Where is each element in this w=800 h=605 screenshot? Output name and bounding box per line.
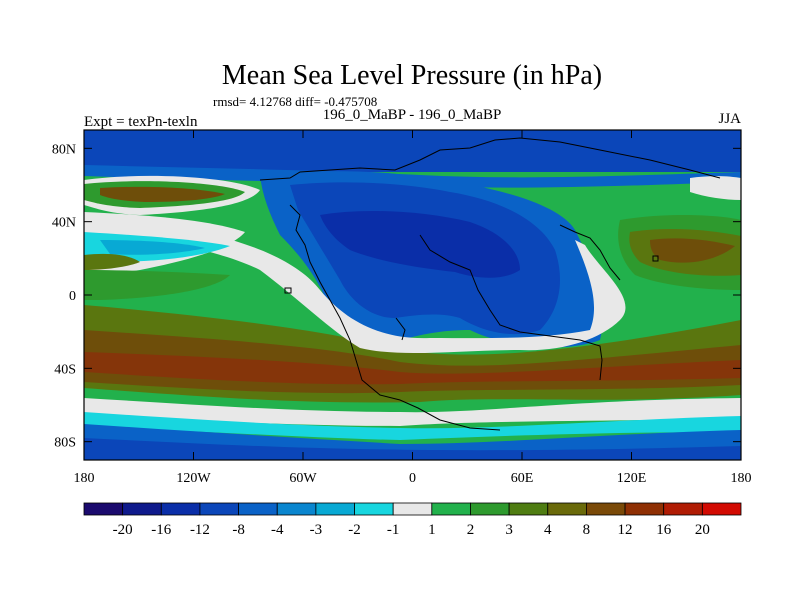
stats-label: rmsd= 4.12768 diff= -0.475708 xyxy=(213,94,377,109)
y-tick-label: 40S xyxy=(54,362,76,377)
x-tick-label: 180 xyxy=(731,471,752,486)
y-tick-label: 80N xyxy=(52,142,76,157)
colorbar-swatch xyxy=(586,502,626,516)
y-tick-label: 0 xyxy=(69,289,76,304)
colorbar-swatch xyxy=(547,502,587,516)
x-tick-label: 180 xyxy=(74,471,95,486)
colorbar-label: -16 xyxy=(151,522,171,538)
colorbar-swatch xyxy=(315,502,355,516)
colorbar-label: -2 xyxy=(348,522,361,538)
colorbar-label: -8 xyxy=(232,522,245,538)
colorbar-swatch xyxy=(470,502,510,516)
colorbar-swatch xyxy=(122,502,162,516)
y-tick-label: 40N xyxy=(52,216,76,231)
field-band-s3 xyxy=(84,352,741,385)
colorbar-label: 1 xyxy=(428,522,436,538)
colorbar-label: 20 xyxy=(695,522,710,538)
chart-title: Mean Sea Level Pressure (in hPa) xyxy=(222,60,602,91)
field-natl-brown xyxy=(100,186,225,202)
case-label: 196_0_MaBP - 196_0_MaBP xyxy=(323,107,502,123)
colorbar-label: 8 xyxy=(583,522,591,538)
colorbar-label: -4 xyxy=(271,522,284,538)
colorbar-label: 3 xyxy=(505,522,513,538)
colorbar-swatch xyxy=(624,502,665,516)
colorbar-label: 4 xyxy=(544,522,552,538)
x-tick-label: 60E xyxy=(511,471,534,486)
colorbar-swatch xyxy=(431,502,471,516)
field-subtropical-white xyxy=(84,220,626,354)
colorbar-label: 12 xyxy=(618,522,633,538)
field-deep-s xyxy=(84,438,741,460)
field-front-s xyxy=(84,398,741,426)
coastline-africa xyxy=(419,234,603,381)
colorbar-label: -3 xyxy=(310,522,323,538)
colorbar-swatch xyxy=(663,502,703,516)
colorbar-swatch xyxy=(160,502,201,516)
field-wtrop-olive xyxy=(84,253,140,270)
y-axis: 80N 40N 0 40S 80S xyxy=(52,142,741,451)
colorbar-swatch xyxy=(238,502,278,516)
colorbar-label: -1 xyxy=(387,522,400,538)
x-tick-label: 120W xyxy=(176,471,211,486)
colorbar-label: 16 xyxy=(656,522,672,538)
colorbar: -20 -16 -12 -8 -4 -3 -2 -1 1 2 3 4 8 12 16 20 xyxy=(83,502,742,538)
pressure-field xyxy=(84,130,741,460)
colorbar-swatch xyxy=(392,502,433,516)
coastline-detail xyxy=(395,317,406,341)
colorbar-label: 2 xyxy=(467,522,475,538)
colorbar-label: -20 xyxy=(113,522,133,538)
season-label: JJA xyxy=(718,111,741,127)
x-tick-label: 60W xyxy=(289,471,317,486)
y-tick-label: 80S xyxy=(54,436,76,451)
colorbar-swatch xyxy=(354,502,394,516)
colorbar-label: -12 xyxy=(190,522,210,538)
field-pacific-cyan2 xyxy=(100,240,205,255)
coastline-americas xyxy=(289,204,501,431)
island-outline xyxy=(284,287,292,294)
colorbar-swatch xyxy=(508,502,549,516)
coastlines xyxy=(259,137,721,431)
field-epac-brown xyxy=(650,238,735,263)
coastline-asia xyxy=(559,224,621,281)
colorbar-swatch xyxy=(276,502,317,516)
x-axis: 180 120W 60W 0 60E 120E 180 xyxy=(74,130,752,486)
x-tick-label: 0 xyxy=(409,471,416,486)
experiment-label: Expt = texPn-texln xyxy=(84,114,198,130)
field-continent-deep xyxy=(320,210,520,278)
field-cyan-s xyxy=(84,412,741,440)
coastline-north xyxy=(259,137,721,181)
island-outline-2 xyxy=(652,255,659,262)
x-tick-label: 120E xyxy=(617,471,647,486)
field-wtrop-green xyxy=(84,270,230,300)
field-npac-white xyxy=(690,176,741,200)
colorbar-swatch xyxy=(199,502,239,516)
colorbar-swatch xyxy=(701,502,742,516)
colorbar-swatch xyxy=(83,502,124,516)
